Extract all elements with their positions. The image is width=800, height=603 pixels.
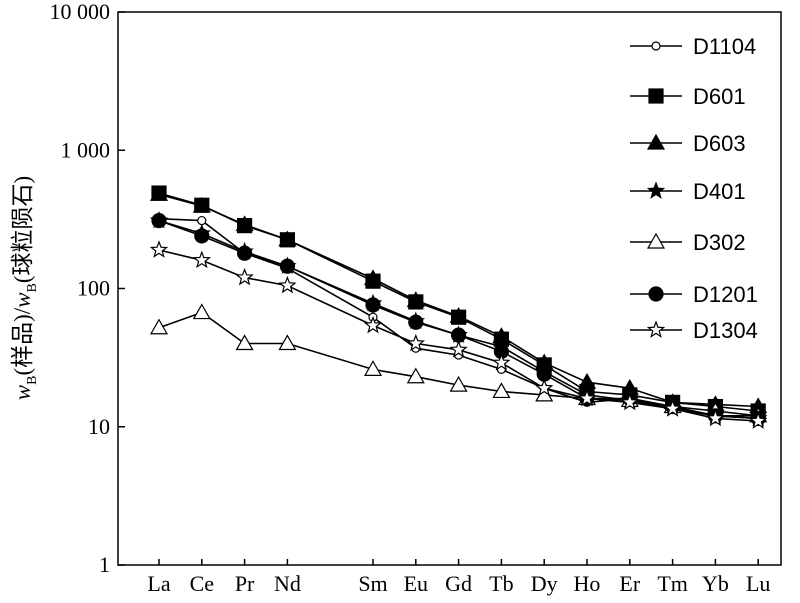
data-point-d302 [192, 303, 211, 320]
data-point-d1201 [408, 314, 424, 330]
x-tick-label: Ce [190, 571, 214, 596]
data-point-d603 [235, 215, 254, 232]
x-axis: La Ce Pr Nd Sm Eu Gd Tb Dy Ho Er Tm Yb Lu [147, 559, 770, 596]
plot-frame [117, 11, 782, 566]
data-point-d1104 [197, 215, 207, 226]
x-tick-label: Er [619, 571, 640, 596]
data-point-d1201 [194, 228, 210, 244]
data-point-d1304 [449, 340, 468, 358]
data-point-d1304 [748, 411, 768, 429]
x-tick-label: Ho [574, 571, 601, 596]
legend-marker-d603 [646, 133, 666, 150]
data-point-d1304 [706, 408, 725, 427]
data-point-d603 [192, 196, 211, 213]
data-point-d1201 [279, 258, 295, 274]
legend-marker-d1304 [646, 320, 666, 338]
data-point-d603 [278, 230, 297, 247]
series-line-d603 [158, 193, 759, 408]
y-axis-title: wB(样品)/wB(球粒陨石) [10, 176, 40, 400]
legend-label-d1104: D1104 [693, 34, 756, 59]
data-point-d1304 [663, 399, 682, 417]
data-point-d302 [278, 334, 297, 351]
legend-label-d401: D401 [693, 179, 746, 204]
data-point-d603 [449, 307, 468, 323]
x-tick-label: Nd [274, 571, 301, 596]
data-point-d1304 [192, 250, 212, 269]
x-tick-label: Dy [531, 571, 558, 596]
y-tick-label: 1 [99, 552, 110, 577]
data-point-d1304 [363, 315, 383, 334]
series-layer [149, 185, 768, 429]
series-line-d1304 [158, 249, 759, 422]
x-tick-label: Tm [657, 571, 688, 596]
x-tick-label: Sm [358, 571, 387, 596]
data-point-d1304 [406, 333, 426, 352]
legend: D1104 D601 D603 D401 D302 D1201 D1304 [630, 34, 758, 343]
data-point-d302 [363, 360, 383, 376]
x-tick-label: La [147, 571, 170, 596]
data-point-d1201 [237, 245, 253, 261]
data-point-d302 [449, 375, 468, 392]
series-d1304 [149, 240, 768, 429]
legend-label-d302: D302 [693, 230, 746, 255]
x-tick-label: Tb [489, 571, 513, 596]
x-tick-label: Gd [445, 571, 472, 596]
data-point-d1304 [577, 388, 597, 407]
data-point-d1201 [365, 297, 381, 313]
data-point-d302 [235, 334, 254, 351]
data-point-d1304 [235, 267, 254, 286]
data-point-d1304 [278, 275, 297, 294]
legend-marker-d1104 [651, 41, 661, 51]
y-tick-label: 10 000 [50, 0, 111, 24]
legend-label-d601: D601 [693, 84, 746, 109]
legend-label-d603: D603 [693, 131, 746, 156]
data-point-d302 [406, 367, 425, 384]
data-point-d1201 [151, 212, 167, 229]
data-point-d302 [149, 318, 169, 335]
data-point-d1304 [620, 392, 640, 411]
data-point-d1201 [451, 327, 467, 343]
data-point-d1304 [149, 240, 169, 258]
x-tick-label: Eu [404, 571, 428, 596]
legend-label-d1201: D1201 [693, 282, 758, 307]
y-tick-label: 100 [77, 276, 110, 301]
y-tick-label: 1 000 [61, 137, 111, 162]
legend-marker-d1201 [648, 286, 664, 302]
x-tick-label: Yb [702, 571, 729, 596]
data-point-d603 [149, 185, 169, 201]
y-axis: 1 10 100 1 000 10 000 [50, 0, 125, 577]
x-tick-label: Lu [746, 571, 770, 596]
data-point-d603 [406, 291, 425, 308]
x-tick-label: Pr [235, 571, 255, 596]
data-point-d1304 [534, 378, 554, 397]
data-point-d302 [492, 382, 511, 399]
legend-marker-d302 [646, 232, 666, 249]
y-tick-label: 10 [88, 414, 110, 439]
legend-marker-d601 [648, 88, 664, 104]
data-point-d603 [363, 269, 383, 286]
legend-marker-d401 [646, 181, 666, 199]
data-point-d1304 [492, 353, 511, 371]
legend-label-d1304: D1304 [693, 318, 758, 343]
